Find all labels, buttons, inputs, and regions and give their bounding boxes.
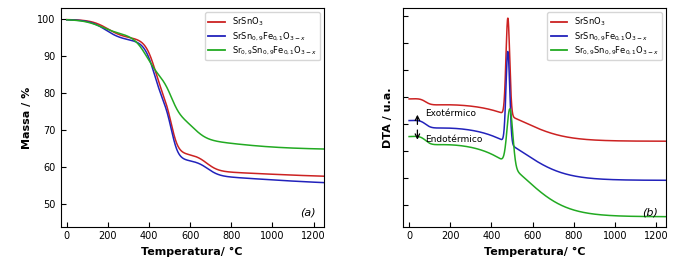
Text: (b): (b) <box>643 208 658 218</box>
Text: Exotérmico: Exotérmico <box>425 109 476 117</box>
Y-axis label: DTA / u.a.: DTA / u.a. <box>382 87 392 148</box>
Text: (a): (a) <box>300 208 316 218</box>
Y-axis label: Massa / %: Massa / % <box>22 86 32 149</box>
X-axis label: Temperatura/ °C: Temperatura/ °C <box>141 247 243 257</box>
Text: Endotérmico: Endotérmico <box>425 135 483 144</box>
Legend: SrSnO$_3$, SrSn$_{0,9}$Fe$_{0,1}$O$_{3-x}$, Sr$_{0,9}$Sn$_{0,9}$Fe$_{0,1}$O$_{3-: SrSnO$_3$, SrSn$_{0,9}$Fe$_{0,1}$O$_{3-x… <box>547 12 662 60</box>
X-axis label: Temperatura/ °C: Temperatura/ °C <box>484 247 586 257</box>
Legend: SrSnO$_3$, SrSn$_{0,9}$Fe$_{0,1}$O$_{3-x}$, Sr$_{0,9}$Sn$_{0,9}$Fe$_{0,1}$O$_{3-: SrSnO$_3$, SrSn$_{0,9}$Fe$_{0,1}$O$_{3-x… <box>205 12 320 60</box>
